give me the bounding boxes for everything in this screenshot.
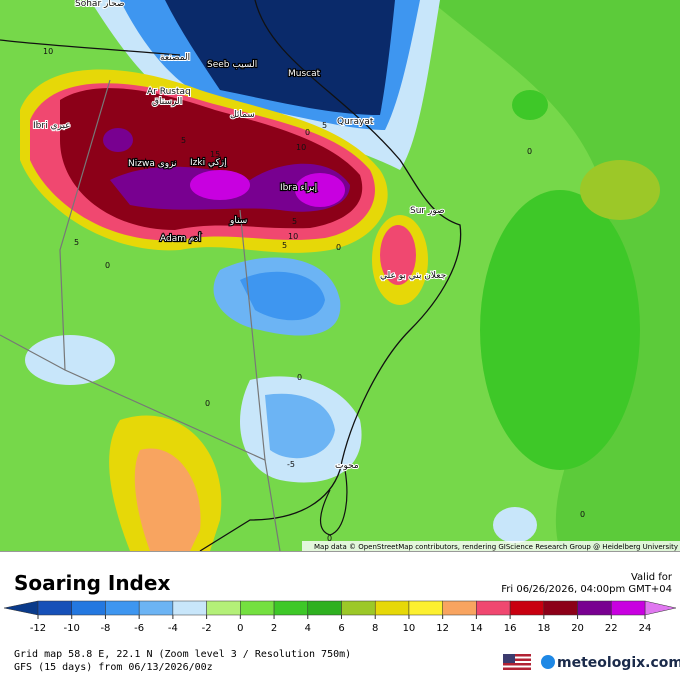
over-arrow <box>644 600 677 616</box>
contour-label: -5 <box>287 460 295 469</box>
contour-label: 0 <box>305 128 310 137</box>
contour-label: 5 <box>74 238 79 247</box>
place-label: Adam أدم <box>160 232 201 244</box>
tick-label: 22 <box>605 623 618 634</box>
color-box <box>105 600 140 616</box>
under-arrow <box>3 600 39 616</box>
color-box <box>611 600 646 616</box>
tick-label: 10 <box>403 623 416 634</box>
grid-info: Grid map 58.8 E, 22.1 N (Zoom level 3 / … <box>14 649 351 660</box>
color-box <box>509 600 545 616</box>
place-label: محوت <box>335 461 359 471</box>
valid-label: Valid for <box>631 572 673 583</box>
title: Soaring Index <box>14 571 170 595</box>
contour-label: 0 <box>580 510 585 519</box>
tick-label: 12 <box>436 623 449 634</box>
color-box <box>341 600 376 616</box>
color-box <box>273 600 309 616</box>
place-label: سناو <box>229 216 247 226</box>
place-label: Qurayat <box>337 117 374 127</box>
place-label: Ar Rustaq <box>147 87 191 97</box>
tick-label: 14 <box>470 623 483 634</box>
place-label: جعلان بني بو علي <box>380 271 446 281</box>
tick-label: 16 <box>504 623 517 634</box>
tick-label: 24 <box>639 623 652 634</box>
model-info: GFS (15 days) from 06/13/2026/00z <box>14 662 213 673</box>
tick-label: -6 <box>134 623 144 634</box>
color-box <box>206 600 241 616</box>
color-box <box>543 600 578 616</box>
tick-label: 6 <box>338 623 344 634</box>
place-label: المصنعة <box>160 53 190 63</box>
contour-label: 15 <box>210 150 220 159</box>
tick-label: 8 <box>372 623 378 634</box>
tick-label: 2 <box>271 623 277 634</box>
color-box <box>577 600 612 616</box>
color-box <box>476 600 511 616</box>
attribution: Map data © OpenStreetMap contributors, r… <box>314 543 678 551</box>
contour-label: 5 <box>282 241 287 250</box>
tick-label: 18 <box>537 623 550 634</box>
contour-label: 0 <box>327 534 332 543</box>
contour-label: 0 <box>527 147 532 156</box>
place-label: سمائل <box>230 110 255 120</box>
contour-label: 10 <box>288 232 298 241</box>
tick-label: -2 <box>202 623 212 634</box>
contour-label: 10 <box>43 47 53 56</box>
contour-label: 0 <box>336 243 341 252</box>
flag <box>503 654 531 670</box>
contour-label: 5 <box>181 136 186 145</box>
color-box <box>37 600 72 616</box>
tick-label: 0 <box>237 623 243 634</box>
tick-label: 20 <box>571 623 584 634</box>
color-box <box>408 600 443 616</box>
color-box <box>138 600 174 616</box>
place-label: Izki إزكي <box>190 158 227 168</box>
colorbar: -12 -10 -8 -6 -4 -2 0 2 4 6 8 10 12 14 16 18 20 22 24 <box>3 600 677 634</box>
place-label: Muscat <box>288 69 321 79</box>
contour-label: 0 <box>105 261 110 270</box>
map: Map data © OpenStreetMap contributors, r… <box>0 0 680 552</box>
contour-label: 5 <box>322 121 327 130</box>
tick-label: -8 <box>100 623 110 634</box>
valid-time: Fri 06/26/2026, 04:00pm GMT+04 <box>501 584 672 595</box>
color-box <box>71 600 106 616</box>
place-label: Nizwa نزوى <box>128 159 177 169</box>
place-label: Ibra إبراء <box>280 183 317 193</box>
contour-label: 10 <box>296 143 306 152</box>
color-box <box>307 600 342 616</box>
color-box <box>442 600 477 616</box>
place-label: Ibri عبري <box>33 121 71 131</box>
place-label: Sur صور <box>410 206 445 216</box>
tick-label: 4 <box>305 623 311 634</box>
contour-label: 0 <box>205 399 210 408</box>
color-box <box>374 600 410 616</box>
place-label: Seeb السيب <box>207 60 257 70</box>
color-box <box>240 600 275 616</box>
brand: meteologix.com <box>557 655 680 671</box>
tick-label: -10 <box>64 623 80 634</box>
place-label: الرستاق <box>152 97 182 107</box>
contour-label: 5 <box>292 217 297 226</box>
contour-label: 0 <box>297 373 302 382</box>
brand-logo <box>541 655 555 669</box>
tick-label: -4 <box>168 623 178 634</box>
color-box <box>172 600 207 616</box>
tick-label: -12 <box>30 623 46 634</box>
place-label: Sohar صحار <box>75 0 125 9</box>
